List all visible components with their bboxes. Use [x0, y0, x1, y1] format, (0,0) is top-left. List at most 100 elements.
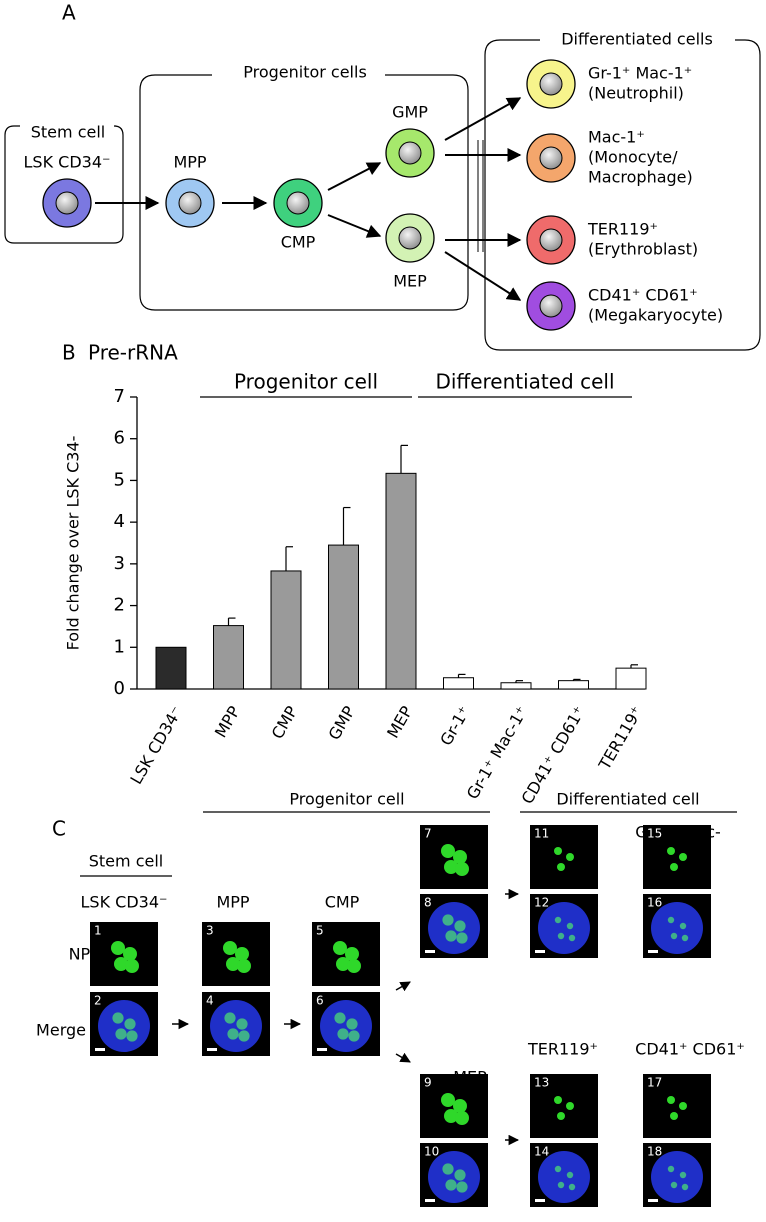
column-label: TER119⁺ [527, 1040, 598, 1059]
npm-spot [224, 1012, 236, 1024]
npm-spot [667, 916, 675, 924]
npm-spot [125, 959, 139, 973]
image-number: 5 [316, 924, 324, 938]
npm-spot [667, 847, 675, 855]
column-label: CMP [325, 893, 360, 912]
image-number: 13 [534, 1076, 549, 1090]
nucleus-stain [320, 1000, 372, 1052]
npm-spot [441, 844, 455, 858]
cell-label: CD41⁺ CD61⁺ [588, 286, 698, 305]
npm-spot [334, 1012, 346, 1024]
npm-spot [444, 1109, 458, 1123]
npm-spot [667, 1165, 675, 1173]
npm-spot [442, 1163, 454, 1175]
group-boxes [4, 39, 761, 351]
chart-title: Pre-rRNA [88, 341, 178, 365]
npm-spot [566, 922, 574, 930]
bar [558, 680, 589, 690]
npm-spot [554, 1096, 562, 1104]
npm-spot [223, 941, 237, 955]
scale-bar [535, 950, 545, 953]
column-label: MPP [216, 893, 249, 912]
group-title: Progenitor cells [243, 63, 367, 82]
scale-bar [207, 1048, 217, 1051]
scale-bar [317, 1048, 327, 1051]
npm-spot [346, 1018, 358, 1030]
npm-spot [670, 932, 678, 940]
image-number: 11 [534, 827, 549, 841]
y-tick-label: 0 [114, 678, 125, 699]
npm-spot [679, 853, 687, 861]
npm-spot [112, 1012, 124, 1024]
cell-label: (Neutrophil) [588, 84, 684, 103]
image-number: 14 [534, 1145, 549, 1159]
npm-spot [670, 1112, 678, 1120]
x-tick-label: Gr-1⁺ Mac-1⁺ [463, 703, 532, 803]
image-number: 8 [424, 896, 432, 910]
npm-spot [236, 1018, 248, 1030]
image-number: 2 [94, 994, 102, 1008]
bar [615, 667, 647, 690]
npm-spot [336, 957, 350, 971]
nucleus [539, 72, 563, 96]
npm-spot [347, 959, 361, 973]
image-number: 9 [424, 1076, 432, 1090]
x-tick-label: LSK CD34⁻ [126, 703, 186, 788]
cell-label: (Monocyte/ [588, 148, 678, 167]
nucleus-stain [651, 1151, 703, 1203]
cell-label: Macrophage) [588, 168, 693, 187]
image-number: 12 [534, 896, 549, 910]
y-axis-label: Fold change over LSK C34- [64, 436, 83, 651]
nucleus-stain [98, 1000, 150, 1052]
npm-spot [557, 863, 565, 871]
header: Progenitor cell [289, 790, 404, 809]
npm-spot [554, 847, 562, 855]
cell-label: GMP [392, 103, 428, 122]
y-tick-label: 1 [114, 636, 125, 657]
npm-spot [445, 1179, 457, 1191]
npm-spot [670, 1181, 678, 1189]
scale-bar [425, 1199, 435, 1202]
image-number: 3 [206, 924, 214, 938]
cell-label: (Erythroblast) [588, 240, 698, 259]
npm-spot [348, 1030, 360, 1042]
npm-spot [454, 920, 466, 932]
npm-spot [456, 1181, 468, 1193]
x-tick-label: MPP [211, 702, 244, 740]
bar [385, 472, 417, 690]
column-label: LSK CD34⁻ [81, 893, 168, 912]
npm-spot [124, 1018, 136, 1030]
nucleus-stain [428, 1151, 480, 1203]
nucleus-stain [538, 1151, 590, 1203]
x-tick-label: GMP [324, 702, 359, 743]
nucleus [398, 141, 422, 165]
panel-label: B [62, 341, 76, 365]
nucleus [55, 191, 79, 215]
npm-spot [566, 853, 574, 861]
npm-spot [123, 947, 137, 961]
group-title: Differentiated cells [561, 30, 713, 49]
npm-spot [679, 1171, 687, 1179]
npm-spot [235, 947, 249, 961]
npm-spot [226, 957, 240, 971]
npm-spot [568, 1183, 576, 1191]
group-label: Progenitor cell [234, 370, 378, 394]
bar [328, 544, 359, 690]
bar [155, 646, 187, 690]
nucleus [539, 146, 563, 170]
image-number: 16 [647, 896, 662, 910]
nucleus-stain [210, 1000, 262, 1052]
npm-spot [681, 934, 689, 942]
header-lines [80, 811, 737, 877]
npm-spot [111, 941, 125, 955]
npm-spot [557, 932, 565, 940]
npm-spot [115, 1028, 127, 1040]
panel-label: A [62, 1, 76, 25]
bar [443, 677, 474, 690]
npm-spot [568, 934, 576, 942]
nucleus-stain [428, 902, 480, 954]
group-label: Differentiated cell [435, 370, 614, 394]
c-arrows [172, 888, 520, 1146]
npm-spot [566, 1102, 574, 1110]
nucleus [539, 228, 563, 252]
